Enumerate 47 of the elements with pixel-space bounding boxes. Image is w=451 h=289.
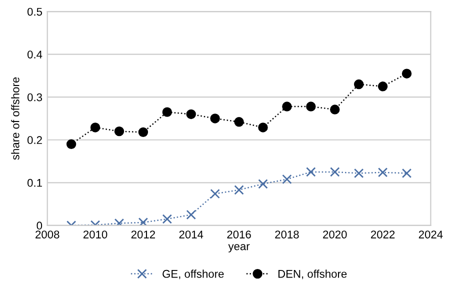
point (210, 188, 220, 199)
point (258, 122, 268, 132)
point (354, 79, 364, 90)
point (186, 210, 196, 220)
legend-label: DEN, offshore (278, 270, 347, 280)
point (330, 167, 340, 177)
point (138, 218, 148, 226)
y-tick-label: 0.4 (27, 50, 42, 58)
point (330, 104, 340, 114)
x-axis-title: year (228, 244, 250, 252)
y-tick-label: 0.3 (27, 93, 42, 102)
point (402, 68, 412, 78)
y-axis-title: share of offshore (11, 77, 20, 160)
x-tick-label: 2008 (36, 230, 60, 238)
point (90, 122, 100, 132)
point (138, 127, 148, 138)
x-tick-label: 2014 (179, 230, 204, 238)
point (354, 168, 364, 178)
x-tick-label: 2016 (227, 230, 251, 238)
point (66, 139, 76, 150)
point (378, 168, 388, 178)
point (186, 109, 196, 120)
point (162, 107, 172, 117)
y-tick-label: 0.5 (27, 8, 42, 16)
point (282, 174, 292, 184)
y-tick-label: 0.1 (27, 178, 42, 187)
point (402, 168, 412, 178)
point (378, 82, 388, 92)
x-tick-label: 2022 (370, 230, 395, 238)
x-tick-label: 2012 (131, 230, 155, 238)
point (114, 218, 124, 226)
x-tick-label: 2024 (418, 230, 443, 238)
point (306, 102, 316, 112)
point (234, 117, 244, 127)
point (282, 102, 292, 112)
point (306, 167, 316, 177)
x-tick-label: 2018 (275, 230, 299, 238)
point (162, 214, 172, 224)
point (114, 126, 124, 136)
point (234, 185, 244, 195)
x-tick-label: 2010 (83, 230, 108, 238)
point (210, 114, 220, 124)
legend-label: GE, offshore (162, 270, 224, 280)
y-tick-label: 0.2 (27, 136, 42, 144)
point (258, 179, 268, 189)
y-tick-label: 0 (36, 222, 42, 230)
x-tick-label: 2020 (323, 230, 347, 238)
